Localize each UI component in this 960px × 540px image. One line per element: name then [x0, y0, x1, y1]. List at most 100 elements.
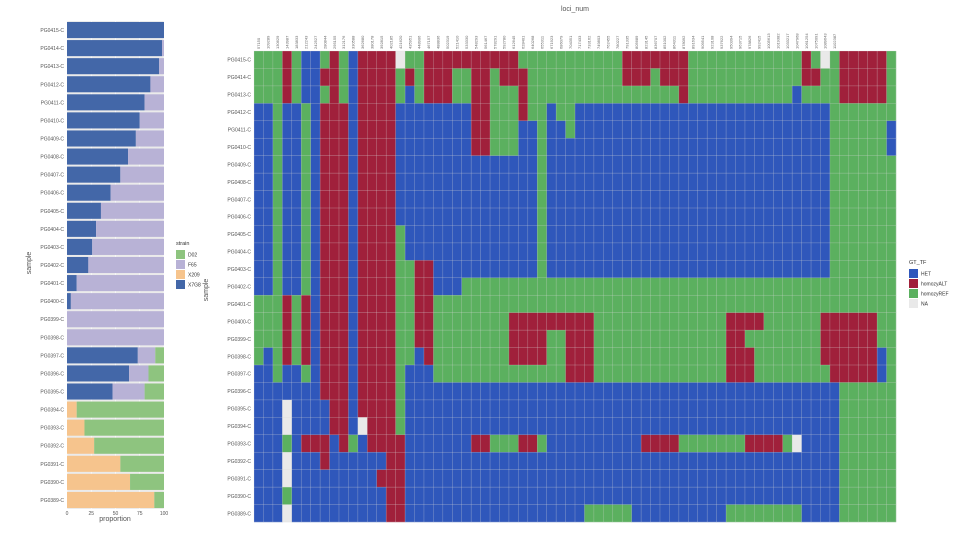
heatmap-cell [452, 85, 462, 104]
heatmap-cell [556, 469, 566, 488]
heatmap-cell [320, 225, 330, 244]
heatmap-cell [329, 399, 340, 418]
heatmap-cell [376, 330, 387, 348]
heatmap-cell [829, 225, 840, 244]
heatmap-cell [650, 208, 661, 226]
heatmap-cell [499, 295, 510, 313]
heatmap-cell [867, 68, 878, 87]
heatmap-cell [697, 382, 708, 401]
heatmap-cell [848, 277, 859, 296]
heatmap-cell [678, 138, 689, 156]
heatmap-cell [301, 208, 311, 226]
heatmap-cell [527, 504, 538, 523]
heatmap-cell [376, 487, 387, 505]
heatmap-x-axis-label: loci_num [561, 6, 589, 13]
heatmap-cell [508, 260, 519, 278]
heatmap-cell [716, 469, 727, 488]
heatmap-cell [858, 487, 868, 505]
heatmap-cell [773, 452, 783, 470]
heatmap-cell [518, 120, 528, 139]
heatmap-x-tick-label: 704351 [568, 35, 573, 49]
heatmap-cell [782, 68, 793, 87]
heatmap-cell [471, 295, 481, 313]
heatmap-cell [839, 504, 849, 523]
heatmap-cell [726, 173, 736, 191]
heatmap-y-tick-label: PG0398-C [227, 354, 251, 360]
heatmap-cell [688, 51, 698, 69]
heatmap-cell [320, 399, 330, 418]
heatmap-cell [754, 138, 765, 156]
heatmap-y-tick-label: PG0406-C [227, 215, 251, 221]
heatmap-cell [801, 120, 812, 139]
heatmap-y-tick-label: PG0402-C [227, 285, 251, 291]
heatmap-cell [792, 120, 802, 139]
heatmap-cell [754, 68, 765, 87]
stack-bar-segment [67, 220, 97, 237]
heatmap-cell [518, 260, 528, 278]
heatmap-cell [829, 330, 840, 348]
heatmap-cell [688, 347, 698, 366]
heatmap-cell [782, 504, 793, 523]
heatmap-cell [329, 365, 340, 383]
heatmap-cell [565, 434, 576, 453]
heatmap-cell [707, 487, 717, 505]
heatmap-cell [697, 85, 708, 104]
heatmap-cell [584, 260, 595, 278]
heatmap-cell [631, 51, 642, 69]
heatmap-cell [716, 504, 727, 523]
heatmap-cell [697, 51, 708, 69]
heatmap-cell [442, 399, 453, 418]
heatmap-cell [659, 417, 670, 435]
heatmap-cell [839, 277, 849, 296]
stack-legend-swatch [176, 280, 185, 289]
heatmap-cell [423, 469, 434, 488]
heatmap-cell [386, 225, 396, 244]
heatmap-cell [650, 173, 661, 191]
heatmap-cell [310, 487, 321, 505]
heatmap-cell [622, 469, 632, 488]
heatmap-cell [641, 347, 651, 366]
heatmap-cell [357, 312, 368, 331]
heatmap-cell [848, 469, 859, 488]
heatmap-cell [556, 434, 566, 453]
heatmap-cell [386, 382, 396, 401]
heatmap-cell [546, 242, 557, 261]
heatmap-x-tick-label: 749803 [596, 35, 601, 49]
heatmap-cell [301, 138, 311, 156]
heatmap-cell [612, 138, 623, 156]
heatmap-cell [650, 51, 661, 69]
heatmap-cell [659, 330, 670, 348]
heatmap-cell [565, 120, 576, 139]
heatmap-cell [414, 225, 425, 244]
heatmap-cell [603, 225, 613, 244]
heatmap-cell [433, 242, 444, 261]
heatmap-cell [423, 452, 434, 470]
heatmap-cell [310, 242, 321, 261]
heatmap-cell [527, 312, 538, 331]
heatmap-cell [584, 190, 595, 209]
heatmap-cell [291, 68, 302, 87]
heatmap-cell [254, 260, 264, 278]
heatmap-cell [310, 452, 321, 470]
heatmap-cell [527, 417, 538, 435]
heatmap-cell [518, 277, 528, 296]
stack-bar-segment [128, 148, 164, 165]
heatmap-cell [338, 417, 349, 435]
heatmap-cell [405, 103, 415, 121]
heatmap-cell [442, 68, 453, 87]
heatmap-cell [631, 295, 642, 313]
heatmap-x-tick-label: 891634 [691, 35, 696, 49]
heatmap-cell [367, 434, 377, 453]
heatmap-cell [348, 242, 359, 261]
heatmap-cell [556, 208, 566, 226]
heatmap-cell [405, 312, 415, 331]
heatmap-cell [301, 173, 311, 191]
heatmap-cell [801, 347, 812, 366]
heatmap-cell [395, 365, 406, 383]
heatmap-cell [367, 208, 377, 226]
heatmap-cell [329, 208, 340, 226]
stack-bar-segment [67, 491, 155, 508]
heatmap-cell [669, 260, 680, 278]
heatmap-cell [659, 504, 670, 523]
heatmap-cell [726, 330, 736, 348]
